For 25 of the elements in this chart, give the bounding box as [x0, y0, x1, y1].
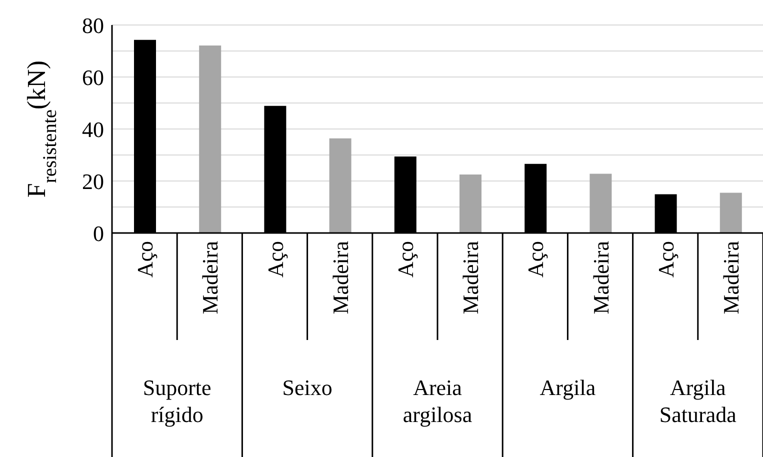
text: Argila Saturada: [659, 375, 737, 427]
x-tick-label: Madeira: [328, 240, 353, 314]
bar: [199, 46, 222, 233]
x-tick-label: Aço: [523, 241, 548, 278]
y-tick-label: 80: [82, 12, 104, 38]
x-tick-label: Madeira: [588, 240, 614, 314]
text: Argila: [540, 375, 596, 400]
x-tick-label: Aço: [653, 241, 678, 278]
bar: [460, 174, 482, 233]
x-tick-label: Madeira: [198, 240, 223, 314]
bar: [720, 192, 742, 233]
x-tick-label: Aço: [392, 241, 418, 278]
text: Suporte rígido: [142, 375, 212, 427]
text: Seixo: [282, 375, 332, 400]
y-tick-label: 40: [82, 116, 104, 142]
x-tick-label: Madeira: [458, 240, 484, 314]
y-tick-label: 60: [82, 64, 104, 90]
bar: [590, 174, 612, 233]
y-tick-label: 20: [82, 168, 104, 194]
x-tick-label: Madeira: [718, 240, 744, 314]
text: Areia argilosa: [402, 375, 472, 427]
bar: [329, 138, 352, 233]
x-tick-label: Aço: [262, 241, 288, 278]
x-tick-label: Aço: [132, 241, 158, 278]
y-tick-label: 0: [93, 220, 104, 246]
